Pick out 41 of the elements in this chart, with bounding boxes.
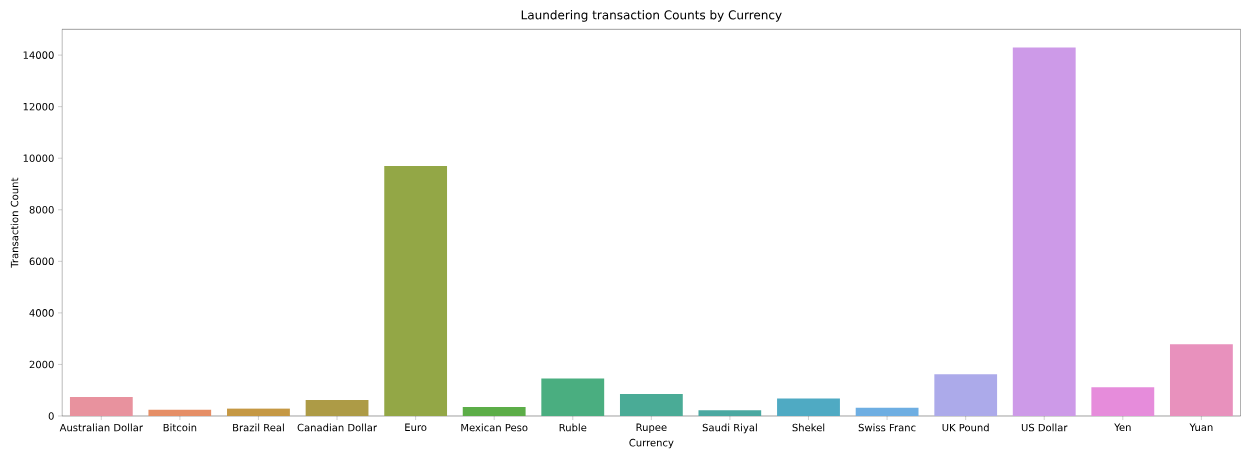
bar xyxy=(934,374,998,416)
y-tick-label: 2000 xyxy=(29,360,54,369)
y-tick-label: 12000 xyxy=(23,102,54,111)
bar xyxy=(1012,47,1076,416)
x-tick-label: Shekel xyxy=(792,423,825,432)
bar xyxy=(148,409,212,416)
x-tick-label: Swiss Franc xyxy=(858,423,916,432)
x-tick-label: Yen xyxy=(1114,423,1131,432)
x-tick-label: Mexican Peso xyxy=(461,423,528,432)
x-tick-label: Canadian Dollar xyxy=(297,423,378,432)
bar xyxy=(777,398,840,416)
y-tick-label: 10000 xyxy=(23,154,54,163)
x-tick-label: US Dollar xyxy=(1021,423,1068,432)
chart-title: Laundering transaction Counts by Currency xyxy=(521,10,782,22)
x-tick-label: Yuan xyxy=(1189,423,1213,432)
bar xyxy=(619,394,683,416)
bar xyxy=(541,378,605,416)
x-tick-label: Saudi Riyal xyxy=(702,423,757,434)
y-tick-label: 14000 xyxy=(23,51,54,59)
x-tick-label: Brazil Real xyxy=(233,423,284,432)
bar xyxy=(384,165,448,416)
y-tick-label: 4000 xyxy=(29,309,54,317)
x-axis-title: Currency xyxy=(629,438,674,449)
y-axis-title: Transaction Count xyxy=(10,177,19,268)
bar xyxy=(462,406,526,416)
y-tick-label: 0 xyxy=(48,412,54,420)
x-tick-label: Australian Dollar xyxy=(59,423,143,432)
x-tick-label: Euro xyxy=(405,423,427,432)
x-tick-label: Ruble xyxy=(559,423,587,432)
bar xyxy=(698,410,762,416)
y-tick-label: 8000 xyxy=(29,205,54,214)
bar xyxy=(305,400,369,416)
bar xyxy=(227,408,290,416)
y-tick-label: 6000 xyxy=(29,257,54,266)
x-tick-label: UK Pound xyxy=(942,423,989,432)
bar xyxy=(69,396,133,416)
bar xyxy=(855,407,919,416)
bar xyxy=(1169,344,1233,416)
bar xyxy=(1091,387,1155,416)
x-tick-label: Rupee xyxy=(636,423,667,433)
x-tick-label: Bitcoin xyxy=(163,423,197,432)
